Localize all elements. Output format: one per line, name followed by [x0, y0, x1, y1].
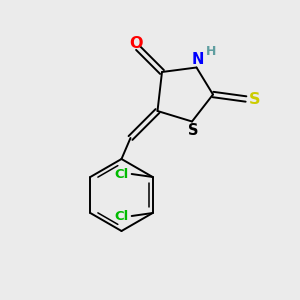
Text: Cl: Cl: [114, 209, 128, 223]
Text: N: N: [192, 52, 204, 67]
Text: S: S: [188, 123, 199, 138]
Text: O: O: [129, 36, 142, 51]
Text: Cl: Cl: [114, 167, 128, 181]
Text: S: S: [249, 92, 261, 106]
Text: H: H: [206, 45, 217, 58]
